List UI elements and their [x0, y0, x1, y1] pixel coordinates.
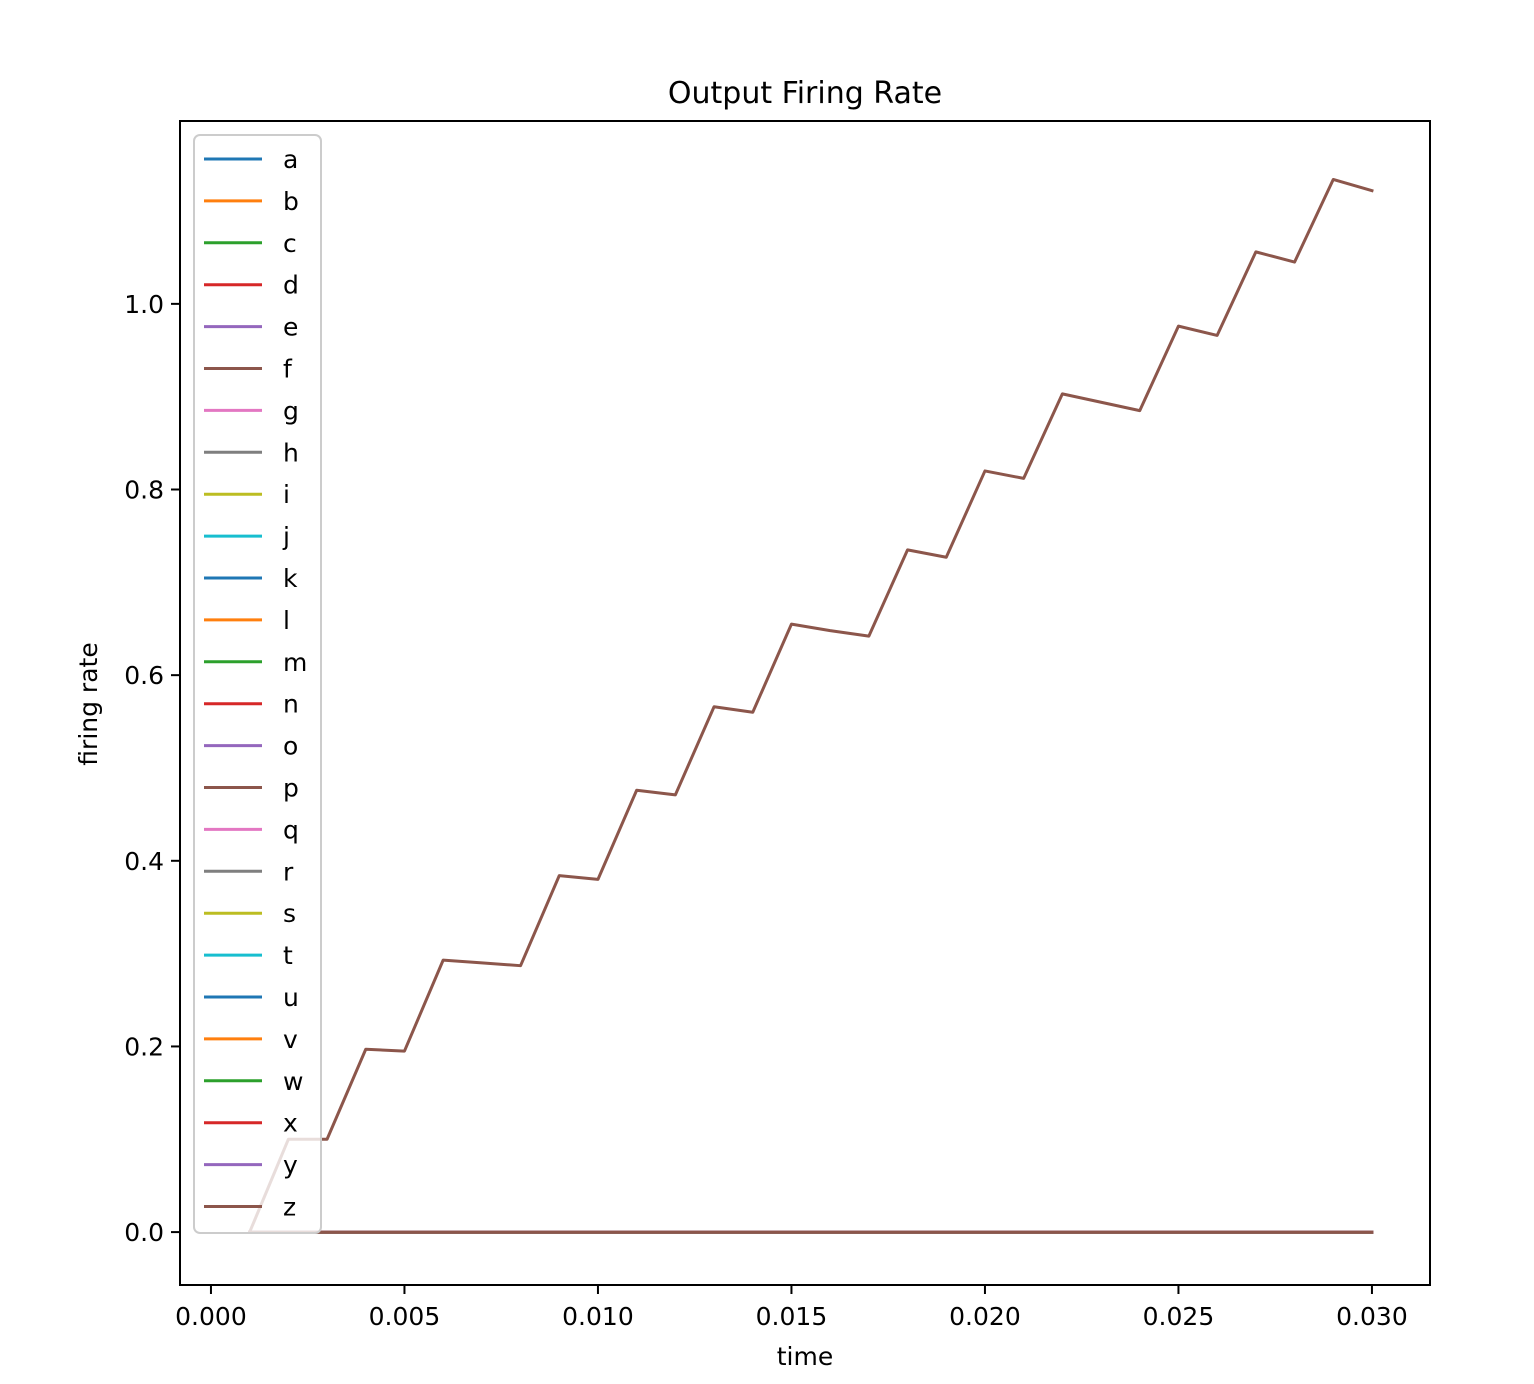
legend-label-r: r	[283, 857, 294, 886]
legend-label-w: w	[283, 1067, 303, 1096]
legend-label-x: x	[283, 1109, 298, 1138]
legend-label-q: q	[283, 815, 299, 844]
x-axis-label: time	[777, 1342, 833, 1371]
legend-label-n: n	[283, 690, 299, 719]
plot-area	[180, 121, 1430, 1285]
legend-label-h: h	[283, 438, 299, 467]
legend-label-z: z	[283, 1193, 296, 1222]
legend-label-o: o	[283, 732, 298, 761]
legend-label-d: d	[283, 271, 299, 300]
y-tick-label: 1.0	[124, 290, 164, 319]
x-tick-label: 0.010	[562, 1302, 634, 1331]
legend-label-f: f	[283, 355, 293, 384]
x-tick-label: 0.000	[175, 1302, 247, 1331]
legend-label-b: b	[283, 187, 299, 216]
chart-title: Output Firing Rate	[668, 76, 942, 111]
legend-label-l: l	[283, 606, 290, 635]
legend-label-y: y	[283, 1151, 298, 1180]
legend-label-k: k	[283, 564, 298, 593]
legend-label-i: i	[283, 480, 290, 509]
legend-label-p: p	[283, 774, 299, 803]
axes-frame	[179, 120, 1431, 1286]
y-tick-label: 0.0	[124, 1218, 164, 1247]
legend-label-c: c	[283, 229, 297, 258]
y-tick-label: 0.2	[124, 1032, 164, 1061]
legend-label-a: a	[283, 145, 298, 174]
y-axis-label: firing rate	[74, 642, 103, 765]
series-line-p	[247, 177, 1374, 1235]
legend-label-m: m	[283, 648, 307, 677]
y-tick-label: 0.8	[124, 476, 164, 505]
x-tick-label: 0.030	[1336, 1302, 1408, 1331]
legend-label-e: e	[283, 313, 298, 342]
x-tick-label: 0.015	[756, 1302, 828, 1331]
y-tick-label: 0.6	[124, 661, 164, 690]
legend-label-s: s	[283, 899, 296, 928]
legend-label-g: g	[283, 396, 299, 425]
series-layer	[247, 177, 1374, 1235]
y-tick-label: 0.4	[124, 847, 164, 876]
x-tick-label: 0.020	[949, 1302, 1021, 1331]
legend-label-u: u	[283, 983, 299, 1012]
legend-label-j: j	[282, 522, 290, 551]
axis-layer: 0.000 0.005 0.010 0.015 0.020 0.025 0.030 0.0 0.…	[124, 120, 1431, 1331]
x-tick-label: 0.025	[1143, 1302, 1215, 1331]
legend-label-v: v	[283, 1025, 298, 1054]
x-tick-label: 0.005	[369, 1302, 441, 1331]
legend-label-t: t	[283, 941, 293, 970]
